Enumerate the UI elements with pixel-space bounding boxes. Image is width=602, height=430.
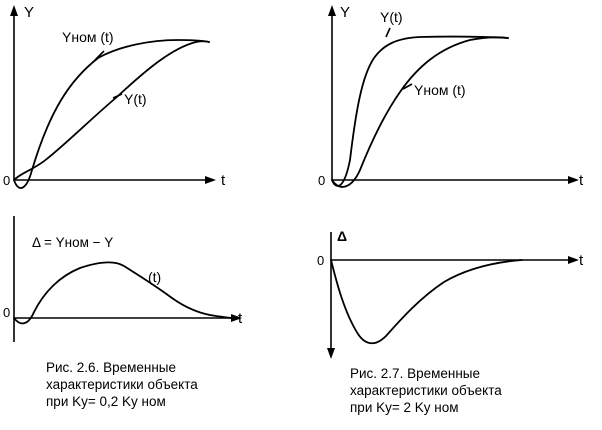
fig27-top-y-axis-label: Y bbox=[340, 4, 350, 21]
fig27-y-label: Y(t) bbox=[380, 9, 403, 25]
fig26-caption-line1: Рис. 2.6. Временные bbox=[46, 360, 176, 375]
fig27-bottom-origin-label: 0 bbox=[317, 253, 324, 268]
fig26-bottom-t-arrow bbox=[231, 314, 242, 322]
fig27-top-plot: Y t 0 Y(t) Yном (t) bbox=[318, 4, 584, 189]
fig26-delta-t-label: (t) bbox=[148, 269, 161, 285]
fig26-top-t-arrow bbox=[205, 176, 216, 184]
fig27-bottom-t-arrow bbox=[568, 256, 579, 264]
fig26-caption-line3: при Ky= 0,2 Ky ном bbox=[46, 394, 166, 409]
fig26-top-plot: Y t 0 Yном (t) Y(t) bbox=[3, 4, 226, 189]
fig26-delta-formula: Δ = Yном − Y bbox=[32, 235, 113, 250]
fig27-top-t-axis-label: t bbox=[579, 172, 584, 189]
fig27-caption-line2: характеристики объекта bbox=[350, 383, 502, 398]
fig27-bottom-t-axis-label: t bbox=[579, 252, 584, 269]
fig27-top-y-arrow bbox=[328, 5, 336, 16]
fig26-top-y-axis-label: Y bbox=[24, 4, 34, 21]
fig27-top-origin-label: 0 bbox=[318, 173, 325, 188]
fig27-delta-axis-label: Δ bbox=[337, 228, 347, 244]
fig27-y-curve bbox=[331, 35, 509, 187]
fig26-ynom-leader bbox=[94, 50, 105, 61]
fig26-bottom-plot: Δ = Yном − Y (t) t 0 bbox=[3, 216, 243, 342]
fig27-bottom-plot: Δ t 0 bbox=[317, 228, 584, 359]
fig27-bottom-down-arrow bbox=[327, 348, 335, 359]
fig26-bottom-t-axis-label: t bbox=[238, 310, 243, 327]
fig26-bottom-origin-label: 0 bbox=[3, 305, 10, 320]
fig27-delta-curve bbox=[330, 259, 523, 345]
fig26-caption: Рис. 2.6. Временные характеристики объек… bbox=[46, 360, 198, 409]
fig26-y-label: Y(t) bbox=[124, 91, 147, 107]
fig26-top-t-axis-label: t bbox=[221, 172, 226, 189]
fig27-ynom-label: Yном (t) bbox=[414, 82, 466, 98]
fig26-y-curve bbox=[13, 40, 210, 181]
fig26-ynom-label: Yном (t) bbox=[62, 29, 114, 45]
fig27-caption: Рис. 2.7. Временные характеристики объек… bbox=[350, 366, 502, 415]
fig27-ynom-leader bbox=[402, 83, 413, 90]
fig27-y-leader bbox=[385, 27, 391, 38]
fig27-caption-line3: при Ky= 2 Ky ном bbox=[350, 400, 459, 415]
fig26-ynom-curve bbox=[13, 39, 210, 189]
fig26-top-y-arrow bbox=[10, 5, 18, 16]
fig26-delta-curve bbox=[13, 261, 233, 325]
fig27-ynom-curve bbox=[331, 36, 509, 188]
fig26-y-leader bbox=[112, 93, 123, 99]
fig26-caption-line2: характеристики объекта bbox=[46, 377, 198, 392]
fig26-top-origin-label: 0 bbox=[3, 173, 10, 188]
fig27-caption-line1: Рис. 2.7. Временные bbox=[350, 366, 480, 381]
fig27-top-t-arrow bbox=[568, 176, 579, 184]
